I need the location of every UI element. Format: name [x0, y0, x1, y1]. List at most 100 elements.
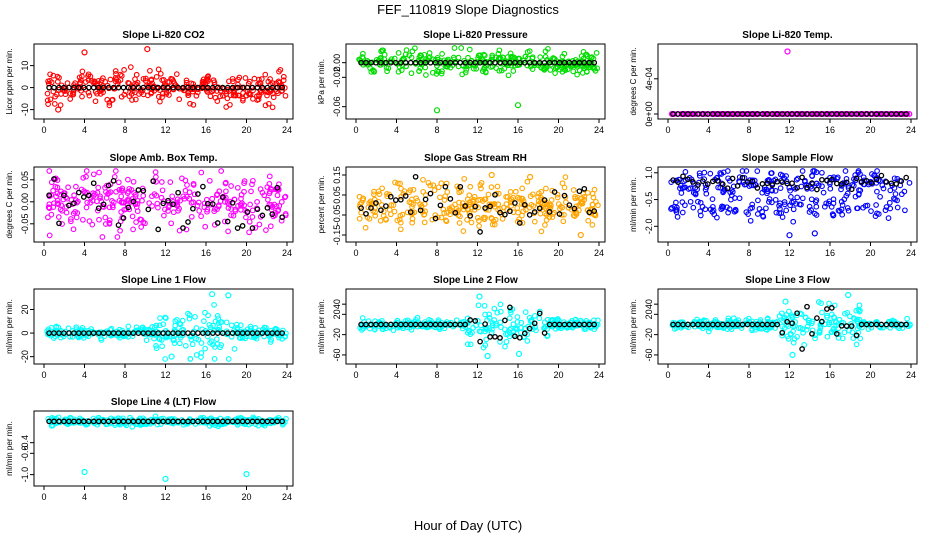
reference-point — [407, 59, 414, 66]
data-point — [503, 201, 510, 207]
data-point — [471, 193, 478, 200]
outlier-point — [55, 106, 62, 113]
data-point — [769, 324, 775, 330]
x-tick-label: 12 — [160, 125, 170, 135]
data-point — [228, 183, 234, 189]
data-point — [854, 316, 860, 323]
data-point — [507, 307, 514, 314]
x-tick-label: 16 — [513, 248, 523, 258]
reference-point — [180, 225, 186, 231]
x-tick-label: 20 — [241, 370, 251, 380]
reference-point — [680, 173, 686, 180]
reference-point — [814, 186, 820, 193]
reference-points — [670, 303, 910, 352]
data-point — [833, 322, 840, 329]
x-tick-label: 8 — [746, 370, 751, 380]
reference-point — [531, 209, 538, 215]
data-point — [79, 93, 85, 100]
reference-point — [853, 332, 860, 339]
data-point — [198, 169, 205, 176]
data-point — [237, 201, 244, 208]
x-tick-label: 0 — [665, 125, 670, 135]
data-point — [857, 171, 863, 177]
data-point — [595, 317, 601, 324]
data-point — [143, 337, 150, 344]
data-point — [874, 188, 880, 195]
data-point — [228, 212, 234, 219]
reference-point — [145, 206, 152, 213]
data-point — [202, 309, 208, 316]
data-point — [777, 200, 783, 207]
data-point — [474, 317, 481, 324]
data-point — [806, 319, 812, 326]
series-points — [668, 48, 913, 117]
y-tick-label: -2.0 — [644, 219, 654, 235]
data-point — [432, 212, 439, 218]
data-point — [512, 188, 519, 195]
data-point — [256, 221, 263, 228]
reference-point — [898, 178, 905, 184]
data-point — [772, 111, 778, 117]
data-point — [172, 318, 179, 324]
reference-point — [279, 330, 286, 336]
data-point — [64, 195, 70, 202]
data-point — [134, 208, 141, 215]
reference-point — [521, 330, 528, 337]
data-point — [518, 319, 525, 326]
series-points — [356, 45, 601, 114]
data-point — [434, 68, 440, 74]
data-point — [690, 204, 697, 211]
data-point — [547, 67, 554, 73]
data-point — [170, 199, 176, 205]
data-point — [158, 179, 165, 185]
reference-point — [833, 331, 840, 337]
data-point — [121, 67, 127, 73]
data-point — [395, 180, 401, 187]
data-point — [589, 201, 596, 208]
data-point — [151, 335, 157, 342]
data-point — [789, 313, 795, 320]
x-tick-label: 8 — [746, 125, 751, 135]
data-point — [218, 168, 225, 174]
data-point — [856, 308, 863, 315]
data-point — [438, 70, 445, 77]
outlier-point — [488, 171, 495, 179]
y-axis-label: Licor ppm per min. — [5, 48, 14, 114]
reference-point — [838, 181, 845, 187]
data-point — [176, 96, 183, 103]
reference-point — [848, 186, 855, 193]
data-point — [267, 223, 274, 230]
data-point — [113, 188, 119, 195]
data-point — [185, 92, 191, 99]
reference-point — [437, 202, 444, 209]
data-point — [190, 101, 197, 108]
data-point — [87, 199, 94, 206]
data-point — [106, 102, 113, 109]
reference-point — [561, 192, 568, 199]
data-point — [559, 180, 566, 187]
reference-point — [80, 194, 87, 200]
data-point — [157, 315, 163, 321]
reference-point — [779, 179, 786, 185]
data-point — [129, 88, 136, 95]
reference-point — [794, 310, 800, 317]
outlier-point — [243, 471, 250, 478]
reference-point — [224, 218, 231, 225]
data-point — [747, 217, 754, 224]
data-point — [469, 204, 475, 211]
reference-point — [784, 318, 791, 325]
data-point — [79, 73, 85, 80]
data-point — [127, 64, 134, 70]
data-point — [216, 188, 223, 195]
data-point — [678, 190, 685, 196]
data-point — [52, 93, 59, 100]
data-point — [899, 325, 906, 331]
data-point — [278, 199, 285, 205]
data-point — [218, 342, 225, 348]
data-point — [476, 217, 482, 224]
data-point — [83, 173, 89, 180]
data-point — [184, 182, 190, 188]
reference-point — [526, 325, 533, 332]
y-tick-label: -60 — [644, 348, 654, 361]
data-point — [247, 201, 253, 208]
